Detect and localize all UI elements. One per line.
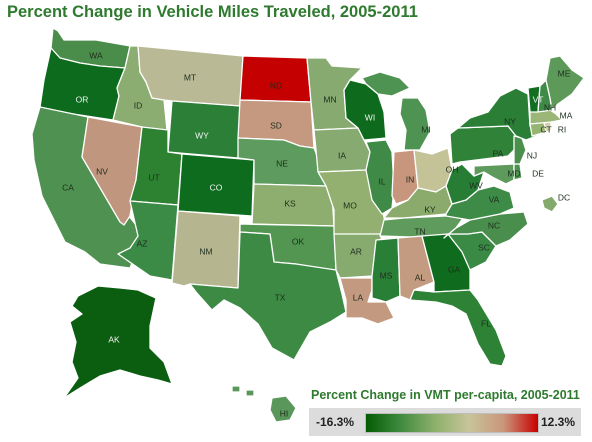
label-az: AZ <box>137 238 148 248</box>
state-nj[interactable] <box>513 135 527 165</box>
label-de: DE <box>532 168 544 178</box>
label-md: MD <box>507 168 520 178</box>
label-sd: SD <box>270 120 282 130</box>
label-va: VA <box>489 194 500 204</box>
label-il: IL <box>378 176 385 186</box>
state-wv[interactable] <box>445 163 485 205</box>
state-shapes <box>31 27 585 423</box>
label-la: LA <box>353 292 364 302</box>
label-tx: TX <box>275 292 286 302</box>
label-ar: AR <box>350 246 362 256</box>
label-oh: OH <box>446 164 459 174</box>
label-nc: NC <box>488 220 500 230</box>
map-title: Percent Change in Vehicle Miles Traveled… <box>7 3 418 21</box>
label-ky: KY <box>424 204 436 214</box>
state-il[interactable] <box>365 139 395 215</box>
state-dc[interactable] <box>541 195 559 213</box>
label-fl: FL <box>481 318 491 328</box>
label-wi: WI <box>365 112 375 122</box>
label-ne: NE <box>276 158 288 168</box>
state-nc[interactable] <box>443 211 529 247</box>
state-ak[interactable] <box>63 285 173 399</box>
label-mi: MI <box>421 124 430 134</box>
state-fl[interactable] <box>409 289 507 367</box>
label-ri: RI <box>558 124 567 134</box>
label-ga: GA <box>448 264 461 274</box>
label-sc: SC <box>478 242 490 252</box>
state-tx[interactable] <box>189 231 347 361</box>
label-ks: KS <box>284 198 296 208</box>
legend-max-label: 12.3% <box>540 415 575 429</box>
label-id: ID <box>134 100 143 110</box>
state-pa[interactable] <box>449 125 517 165</box>
legend: -16.3% 12.3% <box>309 408 581 436</box>
label-ca: CA <box>62 182 74 192</box>
legend-min-label: -16.3% <box>316 415 355 429</box>
label-ia: IA <box>338 150 346 160</box>
label-nm: NM <box>199 246 212 256</box>
label-nj: NJ <box>527 150 537 160</box>
label-ms: MS <box>380 270 393 280</box>
label-ma: MA <box>560 110 573 120</box>
label-dc: DC <box>558 192 570 202</box>
label-or: OR <box>76 94 89 104</box>
legend-color-ramp <box>365 413 539 433</box>
label-hi: HI <box>280 408 289 418</box>
label-wa: WA <box>89 50 103 60</box>
label-nd: ND <box>270 80 282 90</box>
state-ky[interactable] <box>383 185 453 219</box>
label-nv: NV <box>96 166 108 176</box>
label-nh: NH <box>544 102 556 112</box>
state-mi[interactable] <box>361 71 431 151</box>
label-ct: CT <box>540 124 551 134</box>
label-ut: UT <box>148 172 159 182</box>
label-mn: MN <box>323 94 336 104</box>
state-nd[interactable] <box>239 55 312 103</box>
label-co: CO <box>210 182 223 192</box>
state-me[interactable] <box>545 55 585 111</box>
label-wv: WV <box>469 180 483 190</box>
label-ak: AK <box>108 334 120 344</box>
label-me: ME <box>558 68 571 78</box>
label-ny: NY <box>504 116 516 126</box>
label-tn: TN <box>414 226 425 236</box>
state-ks[interactable] <box>251 183 335 227</box>
label-mt: MT <box>184 72 196 82</box>
label-wy: WY <box>195 130 209 140</box>
label-ok: OK <box>292 236 305 246</box>
label-vt: VT <box>533 94 544 104</box>
legend-title: Percent Change in VMT per-capita, 2005-2… <box>311 388 580 402</box>
state-labels: WA OR CA NV ID MT WY UT CO AZ NM ND SD N… <box>62 50 573 418</box>
label-in: IN <box>406 174 415 184</box>
state-hi[interactable] <box>231 385 297 423</box>
label-al: AL <box>415 272 426 282</box>
label-mo: MO <box>343 200 357 210</box>
label-pa: PA <box>493 148 504 158</box>
